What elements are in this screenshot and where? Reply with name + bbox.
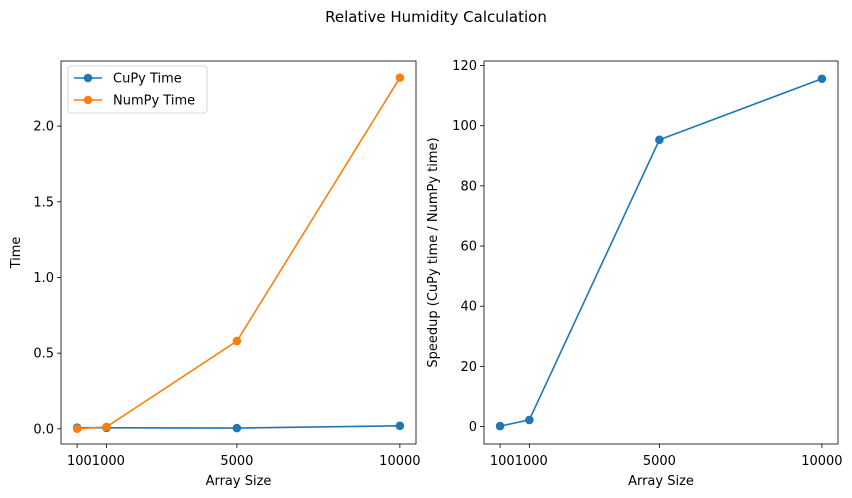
cupy-time-point bbox=[232, 423, 242, 433]
speedup-point bbox=[525, 415, 534, 425]
x-tick-label: 100 bbox=[67, 454, 92, 469]
y-axis-label: Time bbox=[9, 237, 24, 270]
speedup-line bbox=[499, 78, 823, 427]
y-axis-label: Speedup (CuPy time / NumPy time) bbox=[426, 137, 441, 367]
axes-frame bbox=[60, 60, 417, 445]
speedup-point bbox=[495, 421, 505, 431]
x-tick-label: 10000 bbox=[379, 454, 420, 469]
legend-label-numpy-time: NumPy Time bbox=[113, 94, 195, 109]
y-tick-label: 0 bbox=[469, 420, 477, 435]
speedup-point bbox=[817, 74, 827, 84]
speedup-point bbox=[655, 135, 664, 145]
x-axis-label: Array Size bbox=[628, 474, 694, 489]
x-tick-label: 5000 bbox=[220, 454, 253, 469]
x-tick-label: 5000 bbox=[643, 454, 676, 469]
numpy-time-point bbox=[72, 424, 82, 434]
axes-frame bbox=[483, 60, 839, 445]
y-tick-label: 20 bbox=[460, 360, 477, 375]
y-tick-label: 0.5 bbox=[33, 347, 54, 362]
y-tick-label: 40 bbox=[460, 300, 477, 315]
x-tick-label: 1000 bbox=[515, 454, 548, 469]
time-panel: 0.0 0.5 1.0 1.5 2.0 100 1000 5000 10000 Array Siz… bbox=[9, 60, 421, 489]
numpy-time-point bbox=[395, 73, 405, 82]
legend-label-cupy-time: CuPy Time bbox=[113, 72, 182, 87]
y-tick-label: 1.5 bbox=[33, 195, 54, 210]
cupy-time-point bbox=[395, 421, 405, 431]
legend-marker-numpy-time bbox=[83, 95, 93, 105]
x-axis-label: Array Size bbox=[206, 474, 272, 489]
y-tick-label: 120 bbox=[452, 59, 477, 74]
y-tick-label: 80 bbox=[460, 179, 477, 194]
y-tick-label: 1.0 bbox=[33, 271, 54, 286]
legend-marker-cupy-time bbox=[83, 73, 93, 83]
x-tick-label: 1000 bbox=[92, 454, 125, 469]
figure-title: Relative Humidity Calculation bbox=[325, 8, 547, 26]
y-tick-label: 0.0 bbox=[33, 422, 54, 437]
numpy-time-point bbox=[232, 336, 242, 346]
y-tick-label: 2.0 bbox=[33, 120, 54, 135]
y-tick-label: 100 bbox=[452, 119, 477, 134]
numpy-time-line bbox=[77, 77, 401, 430]
x-tick-label: 10000 bbox=[801, 454, 842, 469]
legend-box bbox=[67, 65, 208, 114]
legend: CuPy Time NumPy Time bbox=[67, 65, 208, 114]
numpy-time-point bbox=[102, 422, 111, 432]
x-tick-label: 100 bbox=[490, 454, 515, 469]
y-tick-label: 60 bbox=[460, 240, 477, 255]
